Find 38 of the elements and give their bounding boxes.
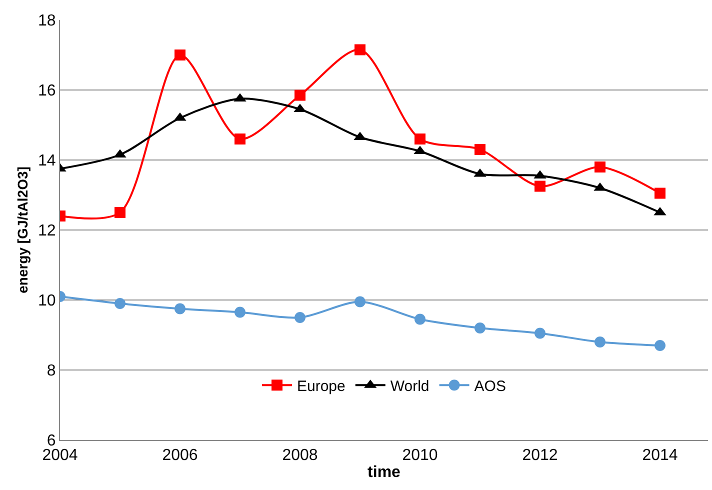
legend-label: Europe	[297, 378, 346, 395]
x-tick-label: 2006	[162, 447, 198, 464]
y-axis-title: energy [GJ/tAl2O3]	[14, 166, 31, 294]
legend-label: World	[390, 378, 430, 395]
x-tick-label: 2008	[282, 447, 318, 464]
point	[654, 188, 666, 199]
y-tick-label: 18	[38, 12, 56, 30]
point	[414, 314, 426, 325]
x-tick-label: 2014	[642, 447, 678, 464]
point	[234, 306, 246, 318]
legend-label: AOS	[474, 378, 506, 395]
x-tick-label: 2004	[42, 447, 78, 464]
point	[594, 162, 606, 172]
point	[474, 144, 486, 155]
x-tick-label: 2012	[522, 447, 558, 464]
y-tick-label: 12	[38, 222, 56, 240]
point	[234, 134, 246, 144]
y-tick-label: 16	[38, 82, 56, 100]
point	[474, 322, 486, 334]
point	[414, 134, 426, 144]
y-tick-label: 10	[38, 292, 56, 310]
y-tick-label: 6	[46, 432, 56, 450]
point	[114, 207, 126, 218]
point	[294, 312, 306, 323]
y-tick-label: 14	[38, 152, 56, 170]
point	[354, 296, 366, 308]
x-axis-title: time	[368, 464, 401, 481]
point	[294, 90, 306, 101]
point	[594, 336, 606, 348]
point	[534, 180, 546, 192]
y-tick-label: 8	[46, 362, 56, 380]
point	[354, 44, 366, 56]
point	[654, 340, 666, 351]
point	[174, 50, 186, 60]
point	[174, 303, 186, 314]
point	[534, 328, 546, 339]
x-tick-label: 2010	[402, 447, 438, 464]
point	[114, 298, 126, 309]
